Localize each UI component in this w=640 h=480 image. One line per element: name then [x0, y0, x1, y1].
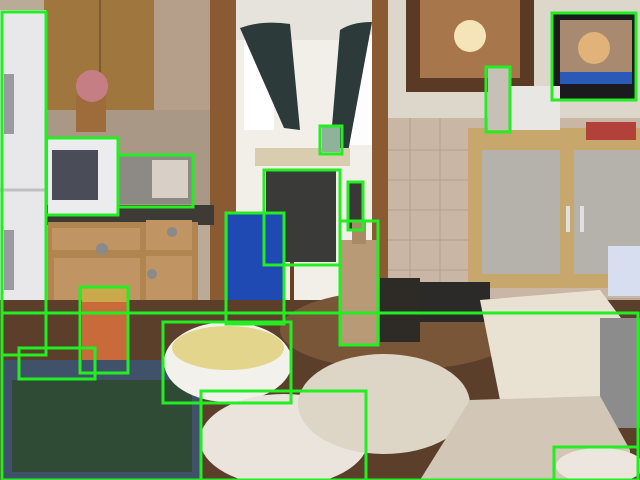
- door-frame-right: [372, 0, 388, 300]
- bbox-bottle-small-table: [346, 180, 365, 232]
- bbox-dining-table: [0, 311, 640, 480]
- curtain-right: [330, 22, 372, 152]
- bbox-vase-far-room: [318, 124, 344, 156]
- bbox-jar-sauce: [78, 285, 130, 375]
- bottle-body: [488, 68, 510, 130]
- oven-body: [0, 10, 46, 355]
- bbox-chair-dark: [262, 168, 342, 267]
- wine-bottle-shape: [340, 240, 378, 344]
- bbox-chair-blue: [224, 211, 286, 326]
- jar-shape: [82, 288, 128, 374]
- dark-case: [420, 282, 490, 322]
- can-shape: [380, 278, 420, 342]
- vase-shape: [322, 126, 340, 152]
- bowl-br-shape: [556, 448, 640, 480]
- tile-grid: [380, 118, 470, 298]
- bbox-bowl-bottom-right: [552, 445, 640, 480]
- plastic-bag: [480, 290, 630, 410]
- bbox-toaster-oven: [116, 153, 195, 209]
- bbox-wine-bottle: [338, 219, 380, 347]
- covered-dish: [298, 354, 470, 454]
- bbox-bottle-on-cabinet: [484, 65, 512, 134]
- detection-boxes: [0, 10, 640, 480]
- bbox-bowl-pasta: [161, 320, 293, 405]
- flower-pot: [76, 96, 106, 132]
- small-bottle-shape: [348, 182, 362, 230]
- bbox-bowl-covered: [199, 389, 368, 480]
- bbox-tv: [550, 11, 638, 102]
- box-right: [608, 246, 640, 296]
- curtain-left: [240, 22, 300, 131]
- bbox-container-left: [17, 346, 97, 381]
